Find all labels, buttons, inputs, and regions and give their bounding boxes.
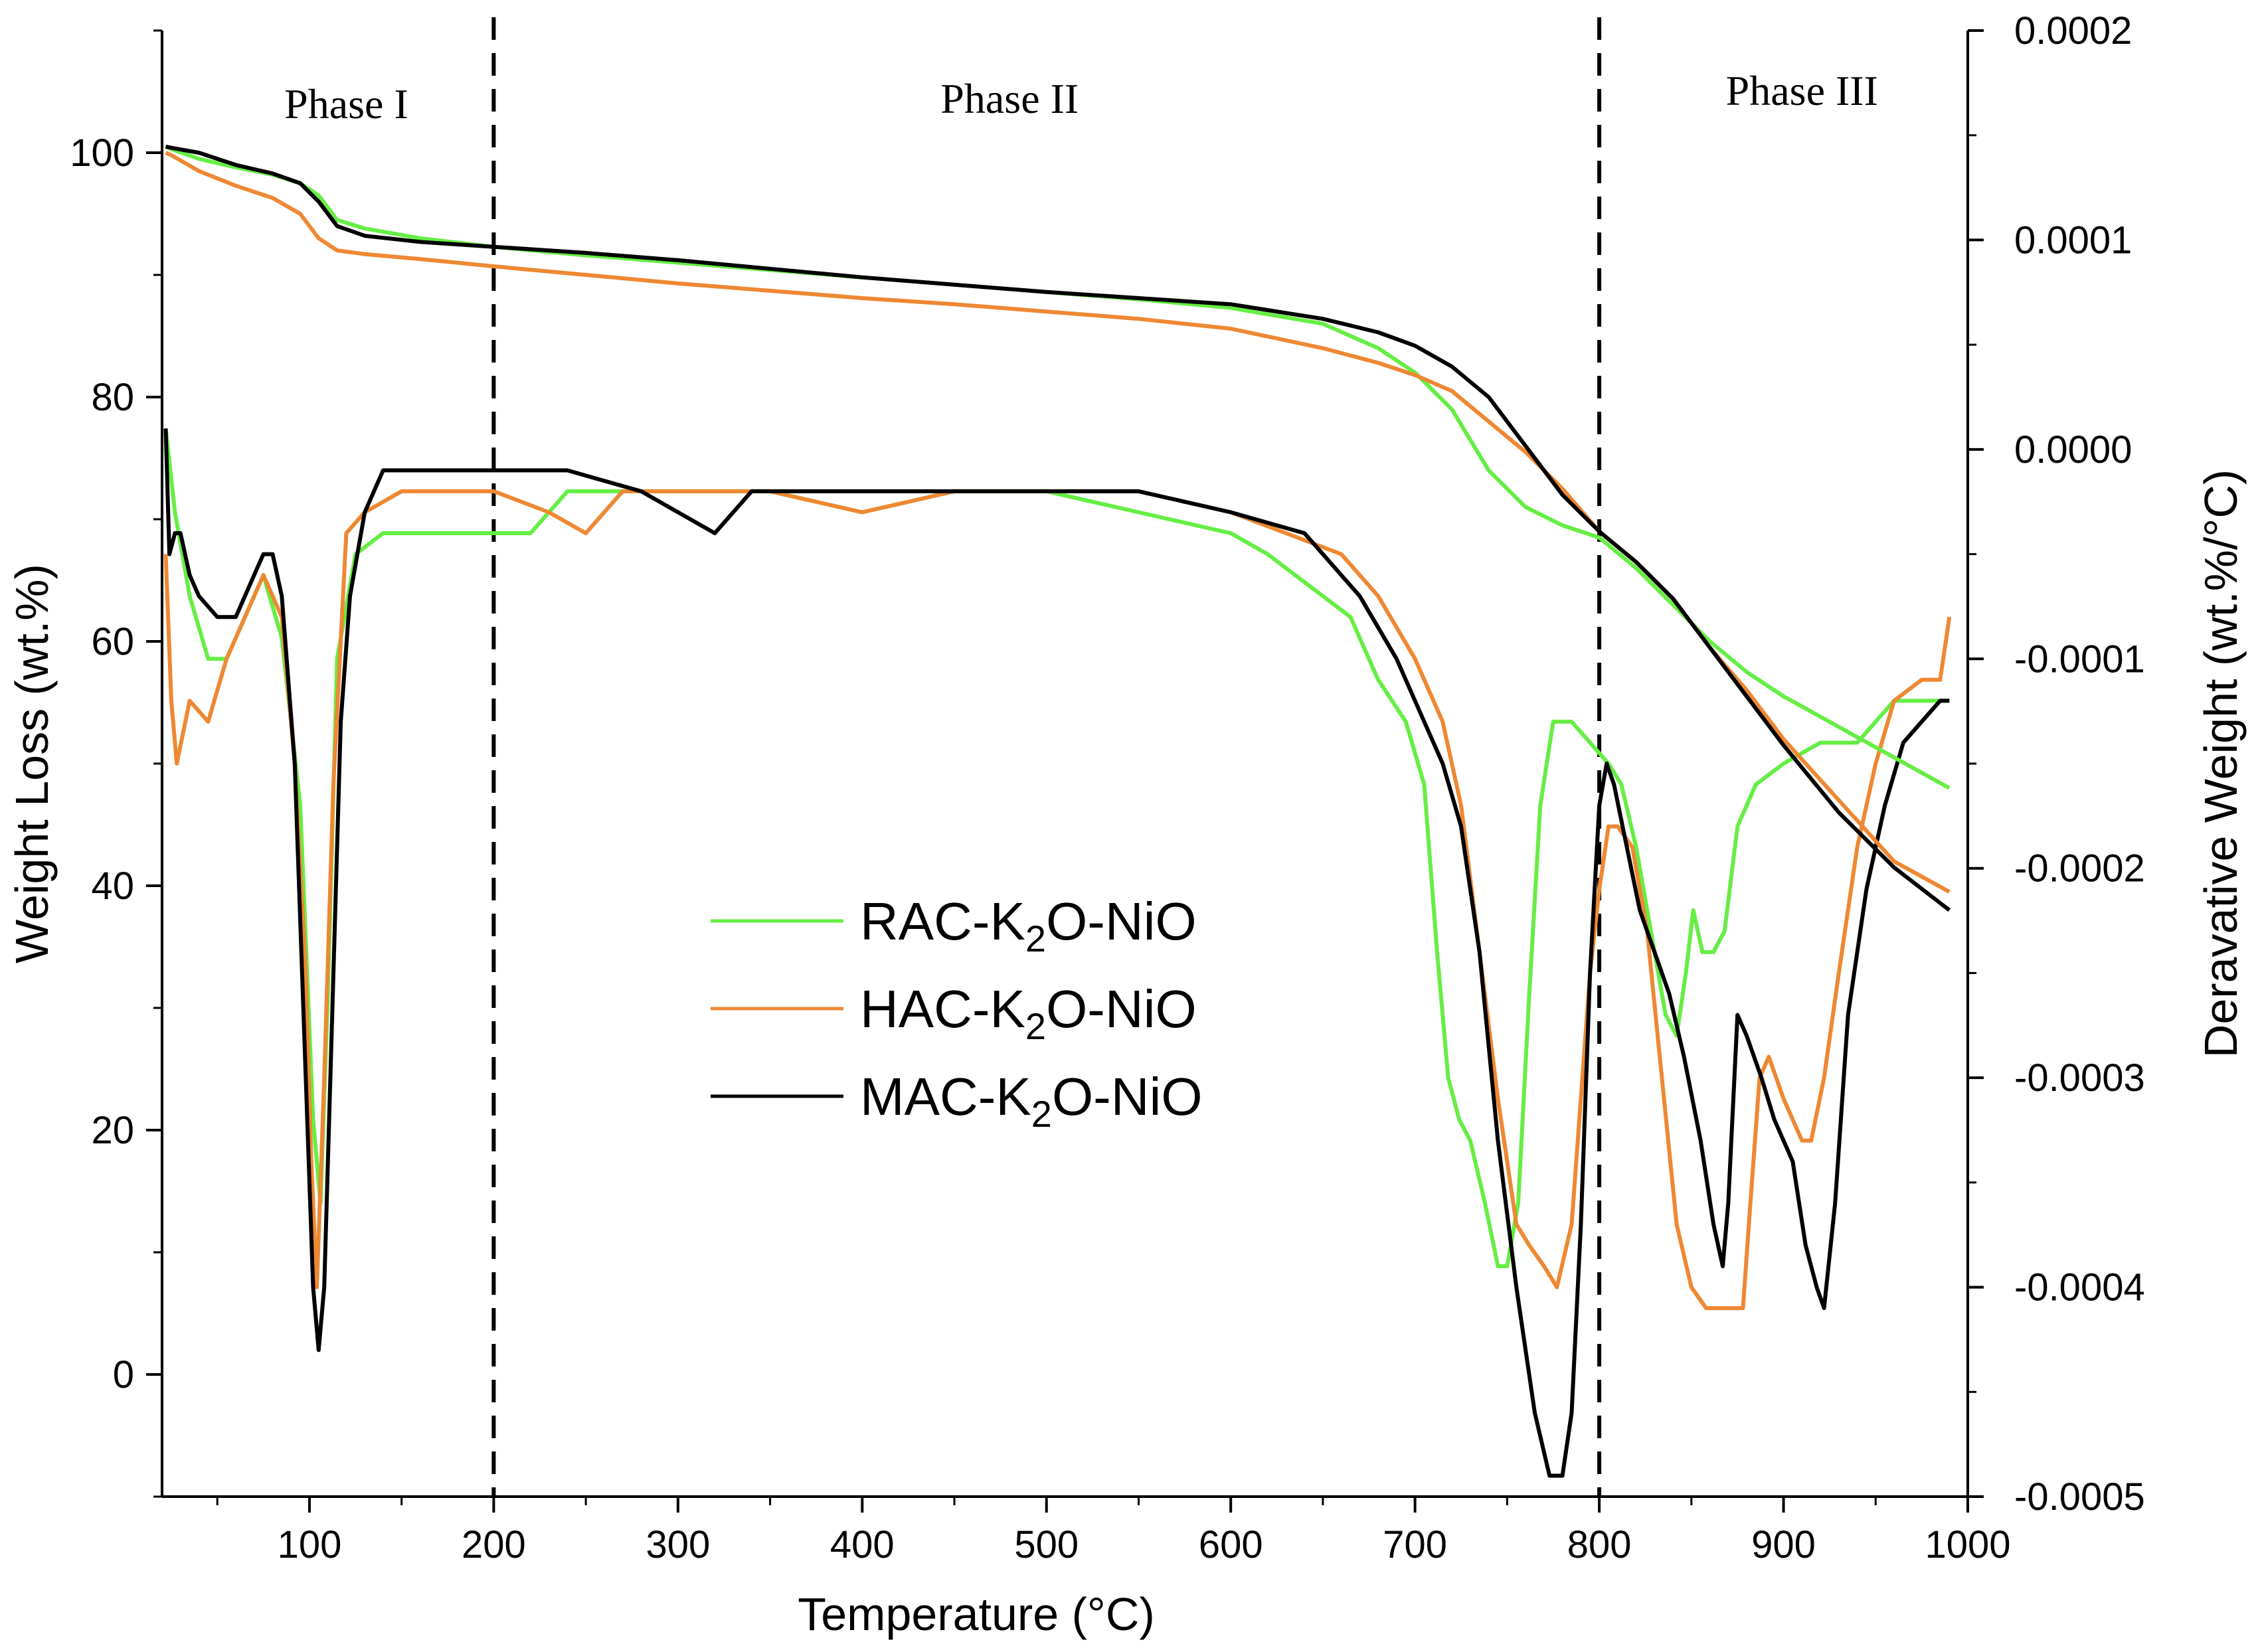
dtg-line-MAC-K2O-NiO <box>163 428 1950 1478</box>
x-tick-label: 500 <box>1014 1523 1079 1566</box>
legend-label-mac: MAC-K2O-NiO <box>860 1067 1203 1135</box>
right-y-tick-label: 0.0000 <box>2014 428 2132 471</box>
right-y-axis-title: Deravative Weight (wt.%/°C) <box>2195 469 2247 1058</box>
phase-labels: Phase I Phase II Phase III <box>284 67 1878 127</box>
series-lines <box>163 144 1952 1478</box>
legend-label-hac: HAC-K2O-NiO <box>860 979 1197 1047</box>
left-y-tick-label: 40 <box>91 865 134 908</box>
right-y-tick-label: 0.0002 <box>2014 9 2132 52</box>
legend-entry-mac: MAC-K2O-NiO <box>711 1067 1203 1135</box>
x-axis-title: Temperature (°C) <box>798 1588 1155 1640</box>
tga-line-HAC-K2O-NiO <box>165 151 1951 894</box>
left-y-tick-label: 20 <box>91 1109 134 1152</box>
right-y-tick-label: -0.0003 <box>2014 1056 2145 1100</box>
x-tick-label: 300 <box>646 1523 710 1566</box>
x-tick-label: 600 <box>1199 1523 1263 1566</box>
right-y-tick-label: -0.0005 <box>2014 1475 2145 1519</box>
x-tick-label: 900 <box>1751 1523 1816 1566</box>
right-y-tick-label: -0.0001 <box>2014 637 2145 681</box>
phase-dividers <box>491 17 1602 1497</box>
legend: RAC-K2O-NiO HAC-K2O-NiO MAC-K2O-NiO <box>711 892 1203 1135</box>
right-y-tick-label: -0.0002 <box>2014 847 2145 890</box>
dtg-line-RAC-K2O-NiO <box>163 428 1950 1268</box>
x-tick-label: 1000 <box>1925 1523 2010 1566</box>
x-tick-label: 700 <box>1383 1523 1447 1566</box>
axis-ticks <box>146 29 1984 1513</box>
phase-label: Phase III <box>1726 67 1878 114</box>
left-y-axis-title: Weight Loss (wt.%) <box>6 564 58 963</box>
legend-entry-rac: RAC-K2O-NiO <box>711 892 1197 959</box>
left-y-tick-label: 0 <box>113 1353 134 1396</box>
x-tick-label: 200 <box>462 1523 526 1566</box>
x-tick-label: 100 <box>278 1523 342 1566</box>
phase-label: Phase II <box>940 75 1079 122</box>
x-tick-label: 800 <box>1567 1523 1632 1566</box>
legend-label-rac: RAC-K2O-NiO <box>860 892 1197 959</box>
right-y-tick-label: -0.0004 <box>2014 1266 2145 1309</box>
left-y-tick-label: 80 <box>91 376 134 419</box>
x-tick-label: 400 <box>830 1523 895 1566</box>
right-y-tick-label: 0.0001 <box>2014 218 2132 262</box>
axis-tick-labels: 100 200 300 400 500 600 700 800 900 1000 0 20 40 60 80… <box>70 9 2145 1566</box>
left-y-tick-label: 100 <box>70 131 134 175</box>
left-y-tick-label: 60 <box>91 620 134 663</box>
phase-label: Phase I <box>284 80 408 127</box>
legend-entry-hac: HAC-K2O-NiO <box>711 979 1197 1047</box>
tga-line-MAC-K2O-NiO <box>165 144 1951 912</box>
